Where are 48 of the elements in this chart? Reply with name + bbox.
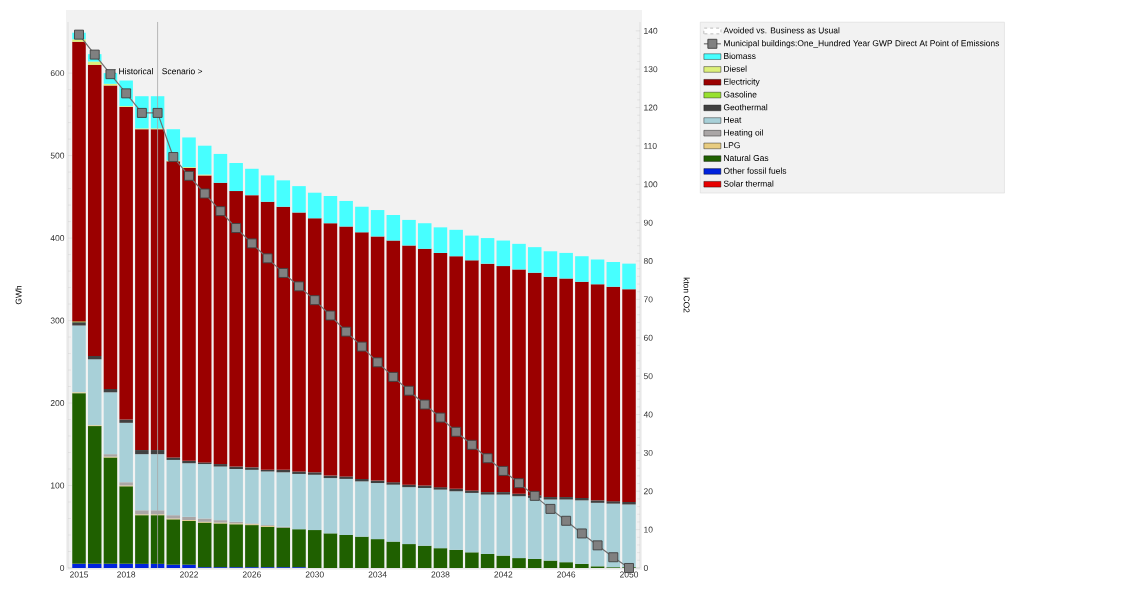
y2-tick-label: 140 bbox=[644, 27, 658, 34]
x-tick-label: 2034 bbox=[368, 571, 387, 578]
legend-label: Gasoline bbox=[723, 91, 757, 98]
y2-tick-label: 10 bbox=[644, 526, 653, 533]
y2-tick-label: 100 bbox=[644, 181, 658, 188]
y2-tick-label: 50 bbox=[643, 373, 653, 380]
y2-tick-label: 130 bbox=[644, 66, 658, 73]
y2-tick-label: 40 bbox=[643, 411, 653, 418]
y-tick-label: 500 bbox=[50, 152, 65, 159]
x-tick-label: 2046 bbox=[557, 571, 576, 578]
legend-label: Municipal buildings:One_Hundred Year GWP Direct At Point of Emissions bbox=[724, 39, 1000, 48]
annotation: Scenario > bbox=[162, 68, 203, 75]
legend-label: Diesel bbox=[724, 65, 747, 72]
y-tick-label: 100 bbox=[51, 482, 65, 489]
x-tick-label: 2042 bbox=[494, 571, 513, 578]
x-tick-label: 2015 bbox=[70, 571, 89, 578]
legend-label: Heating oil bbox=[724, 129, 763, 138]
legend-label: Natural Gas bbox=[724, 154, 769, 162]
y2-tick-label: 20 bbox=[643, 488, 653, 495]
legend-label: Solar thermal bbox=[723, 180, 774, 187]
legend-label: Other fossil fuels bbox=[723, 167, 787, 174]
y2-tick-label: 90 bbox=[643, 219, 653, 226]
legend-label: Electricity bbox=[724, 78, 760, 87]
y-tick-label: 0 bbox=[60, 564, 65, 571]
legend-label: Avoided vs. Business as Usual bbox=[723, 27, 840, 34]
y2-tick-label: 0 bbox=[643, 564, 648, 571]
x-tick-label: 2018 bbox=[117, 571, 136, 578]
y-axis-title: GWh bbox=[15, 285, 22, 305]
legend-label: Geothermal bbox=[723, 104, 768, 111]
x-tick-label: 2030 bbox=[305, 571, 324, 578]
legend-label: Heat bbox=[724, 116, 742, 123]
x-tick-label: 2038 bbox=[431, 571, 450, 578]
y2-tick-label: 60 bbox=[643, 334, 653, 341]
legend-label: LPG bbox=[724, 142, 740, 149]
x-tick-label: 2026 bbox=[242, 571, 261, 578]
y-tick-label: 400 bbox=[50, 235, 65, 242]
y2-axis-title: kton CO2 bbox=[683, 277, 690, 313]
legend-label: Biomass bbox=[724, 52, 756, 60]
x-tick-label: 2022 bbox=[180, 571, 198, 578]
y2-tick-label: 120 bbox=[644, 104, 658, 111]
y-tick-label: 200 bbox=[50, 400, 65, 407]
y-tick-label: 600 bbox=[50, 70, 65, 77]
y2-tick-label: 80 bbox=[643, 258, 653, 265]
y2-tick-label: 70 bbox=[643, 296, 653, 303]
y2-tick-label: 110 bbox=[644, 142, 657, 149]
y-tick-label: 300 bbox=[50, 317, 65, 324]
y2-tick-label: 30 bbox=[643, 449, 653, 456]
annotation: < Historical bbox=[111, 68, 153, 75]
